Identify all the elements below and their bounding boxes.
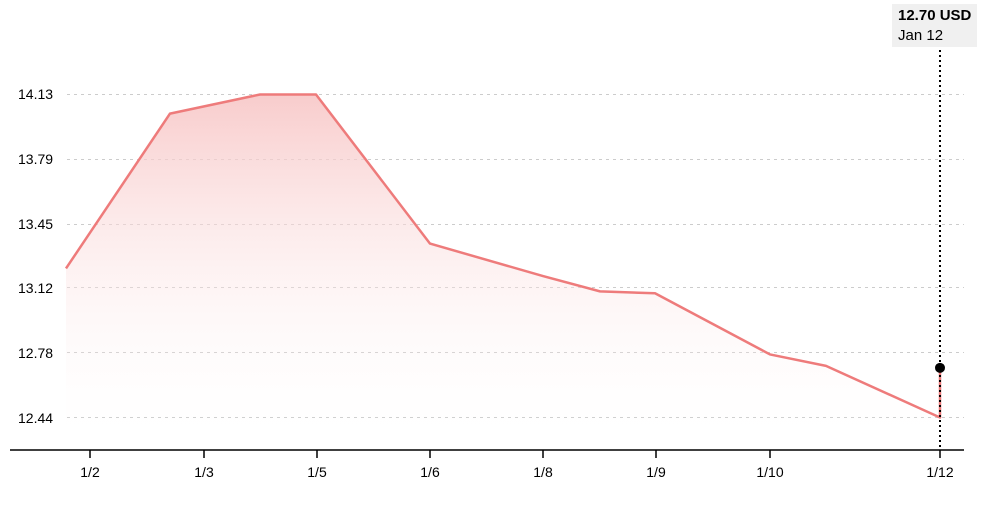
x-tick-label: 1/2 bbox=[80, 464, 99, 480]
x-tick-label: 1/5 bbox=[307, 464, 326, 480]
y-tick-label: 13.79 bbox=[18, 151, 53, 167]
x-tick-label: 1/8 bbox=[533, 464, 552, 480]
y-tick-label: 13.12 bbox=[18, 280, 53, 296]
x-tick-label: 1/10 bbox=[756, 464, 783, 480]
price-tooltip: 12.70 USD Jan 12 bbox=[892, 4, 977, 47]
y-tick-label: 12.78 bbox=[18, 345, 53, 361]
x-tick-label: 1/3 bbox=[194, 464, 213, 480]
x-tick-label: 1/9 bbox=[646, 464, 665, 480]
y-tick-label: 14.13 bbox=[18, 86, 53, 102]
price-chart: 12.44 12.78 13.12 13.45 13.79 14.13 1/2 … bbox=[0, 0, 983, 518]
tooltip-price: 12.70 USD bbox=[898, 6, 971, 26]
tooltip-date: Jan 12 bbox=[898, 26, 971, 46]
y-tick-label: 12.44 bbox=[18, 410, 53, 426]
x-tick-label: 1/6 bbox=[420, 464, 439, 480]
chart-svg bbox=[0, 0, 983, 518]
y-tick-label: 13.45 bbox=[18, 216, 53, 232]
x-tick-label: 1/12 bbox=[926, 464, 953, 480]
